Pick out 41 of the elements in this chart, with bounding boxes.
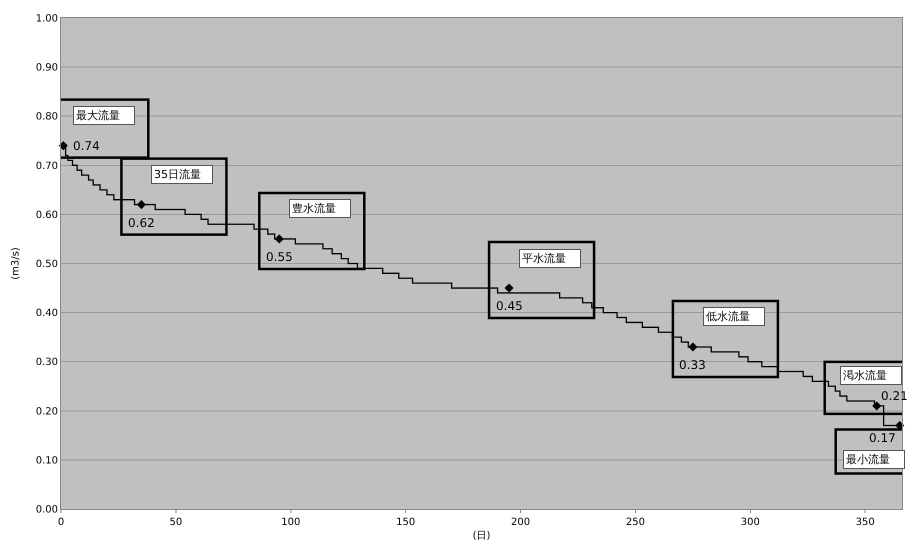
y-tick-label: 0.60 — [36, 210, 58, 221]
annotation: 豊水流量 — [292, 202, 336, 215]
point — [688, 342, 698, 352]
y-tick-label: 0.90 — [36, 62, 58, 74]
y-tick-label: 1.00 — [36, 14, 58, 24]
data-label: 0.55 — [266, 250, 293, 264]
y-tick-label: 0.70 — [36, 160, 58, 172]
x-tick-label: 150 — [396, 517, 416, 528]
point — [274, 234, 284, 244]
x-axis-title: (日) — [472, 530, 490, 542]
y-tick-label: 0.30 — [36, 357, 58, 368]
y-tick-label: 0.00 — [36, 504, 58, 516]
point — [872, 401, 882, 410]
x-tick-label: 250 — [626, 517, 645, 528]
data-label: 0.74 — [73, 139, 100, 153]
annotation: 最小流量 — [846, 453, 890, 466]
x-tick-label: 300 — [740, 517, 760, 528]
annotation: 平水流量 — [522, 252, 566, 265]
data-label: 0.21 — [881, 389, 908, 403]
data-label: 0.17 — [869, 431, 896, 445]
annotation: 低水流量 — [706, 310, 750, 323]
x-tick-label: 350 — [856, 517, 875, 528]
point — [136, 200, 146, 210]
point — [504, 284, 514, 293]
data-label: 0.45 — [496, 299, 523, 313]
x-tick-label: 0 — [58, 517, 64, 528]
point — [58, 141, 68, 150]
x-tick-label: 200 — [511, 517, 530, 528]
y-tick-label: 0.50 — [36, 259, 58, 270]
x-tick-label: 100 — [281, 517, 300, 528]
y-axis-title: (m3/s) — [10, 247, 22, 280]
data-label: 0.62 — [128, 216, 155, 230]
annotation: 渇水流量 — [843, 369, 887, 382]
annotation: 35日流量 — [154, 168, 201, 181]
y-tick-label: 0.10 — [36, 455, 58, 466]
annotation: 最大流量 — [76, 109, 120, 122]
y-tick-label: 0.40 — [36, 308, 58, 320]
data-label: 0.33 — [679, 358, 706, 372]
x-tick-label: 50 — [170, 517, 182, 528]
y-tick-label: 0.80 — [36, 112, 58, 123]
y-tick-label: 0.20 — [36, 406, 58, 418]
